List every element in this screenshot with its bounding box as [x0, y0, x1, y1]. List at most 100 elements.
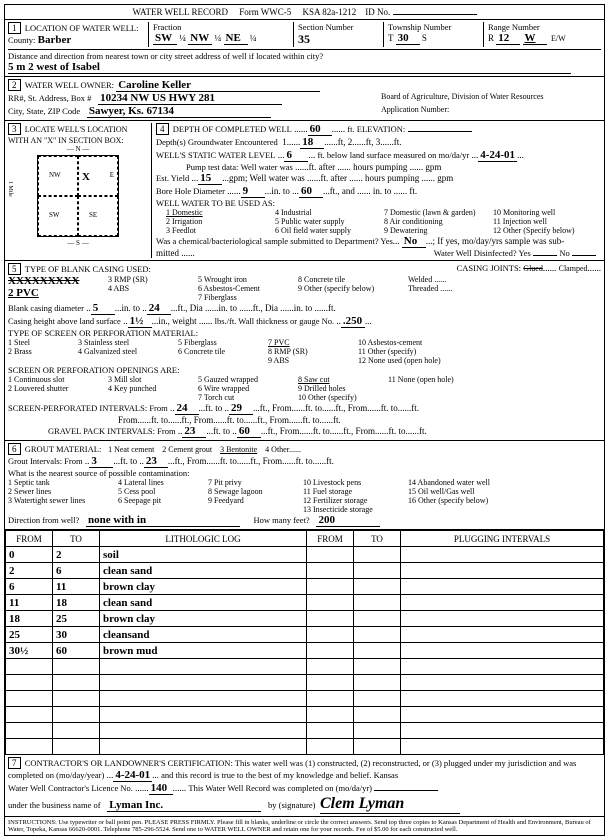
city-value[interactable]: Sawyer, Ks. 67134	[87, 105, 271, 118]
open-8-10[interactable]: 8 Saw cut9 Drilled holes10 Other (specif…	[298, 375, 388, 402]
depth-value[interactable]: 60	[308, 123, 332, 136]
completed-value[interactable]: 4-24-01	[113, 769, 152, 782]
table-cell[interactable]	[401, 675, 604, 691]
joint-glued[interactable]: Glued	[523, 264, 543, 273]
use-10[interactable]: 10 Monitoring well	[493, 208, 596, 217]
table-cell[interactable]: 2	[53, 547, 100, 563]
table-cell[interactable]: clean sand	[100, 595, 307, 611]
table-cell[interactable]	[6, 691, 53, 707]
table-cell[interactable]	[401, 723, 604, 739]
sig-value[interactable]: Clem Lyman	[320, 795, 460, 814]
header-id-field[interactable]	[393, 14, 477, 15]
table-cell[interactable]	[401, 563, 604, 579]
table-cell[interactable]	[6, 707, 53, 723]
table-cell[interactable]	[307, 675, 354, 691]
table-cell[interactable]: 11	[53, 579, 100, 595]
open-5-7[interactable]: 5 Gauzed wrapped6 Wire wrapped7 Torch cu…	[198, 375, 298, 402]
table-cell[interactable]	[307, 739, 354, 755]
range-dir[interactable]: W	[523, 32, 547, 45]
use-6[interactable]: 6 Oil field water supply	[275, 226, 378, 235]
perf-5-6[interactable]: 5 Fiberglass6 Concrete tile	[178, 338, 268, 365]
bus-value[interactable]: Lyman Inc.	[107, 799, 261, 812]
addr-value[interactable]: 10234 NW US HWY 281	[98, 92, 282, 105]
table-cell[interactable]	[100, 659, 307, 675]
table-cell[interactable]: 2	[6, 563, 53, 579]
table-cell[interactable]: brown clay	[100, 579, 307, 595]
table-cell[interactable]	[53, 691, 100, 707]
pvc-sel[interactable]: 2 PVC	[8, 287, 39, 299]
grout-opts[interactable]: 1 Neat cement 2 Cement grout 3 Bentonite…	[108, 445, 301, 454]
ch-value[interactable]: 1½	[128, 315, 152, 328]
table-cell[interactable]: 30½	[6, 643, 53, 659]
section-value[interactable]: 35	[298, 32, 310, 46]
owner-name[interactable]: Caroline Keller	[116, 79, 320, 92]
casing-opt-5-7[interactable]: 5 Wrought iron6 Asbestos-Cement7 Fibergl…	[198, 275, 298, 302]
table-cell[interactable]	[53, 739, 100, 755]
table-cell[interactable]	[307, 611, 354, 627]
table-cell[interactable]	[100, 723, 307, 739]
table-cell[interactable]	[354, 547, 401, 563]
range-value[interactable]: 12	[496, 32, 520, 45]
table-cell[interactable]	[6, 659, 53, 675]
table-cell[interactable]	[6, 675, 53, 691]
table-cell[interactable]: brown mud	[100, 643, 307, 659]
open-1-2[interactable]: 1 Continuous slot2 Louvered shutter	[8, 375, 108, 402]
table-cell[interactable]	[307, 691, 354, 707]
frac2[interactable]: NW	[188, 32, 212, 45]
table-cell[interactable]	[354, 563, 401, 579]
use-1[interactable]: 1 Domestic	[166, 208, 269, 217]
table-cell[interactable]: 6	[6, 579, 53, 595]
table-cell[interactable]	[6, 739, 53, 755]
table-cell[interactable]	[354, 579, 401, 595]
joint-clamped[interactable]: Clamped	[559, 264, 588, 273]
perf-3-4[interactable]: 3 Stainless steel4 Galvanized steel	[78, 338, 178, 365]
frac1[interactable]: SW	[153, 32, 177, 45]
table-cell[interactable]	[401, 547, 604, 563]
bact-no[interactable]: No	[402, 235, 426, 248]
table-cell[interactable]	[354, 707, 401, 723]
table-cell[interactable]	[401, 579, 604, 595]
use-9[interactable]: 9 Dewatering	[384, 226, 487, 235]
joint-welded-threaded[interactable]: Welded ......Threaded ......	[408, 275, 498, 302]
lic-value[interactable]: 140	[149, 782, 173, 795]
dir-value[interactable]: none with in	[86, 514, 240, 527]
perf-10-12[interactable]: 10 Asbestos-cement11 Other (specify)12 N…	[358, 338, 478, 365]
table-cell[interactable]	[401, 659, 604, 675]
table-cell[interactable]: soil	[100, 547, 307, 563]
elev-value[interactable]	[408, 131, 472, 132]
table-cell[interactable]: cleansand	[100, 627, 307, 643]
table-cell[interactable]	[354, 627, 401, 643]
table-cell[interactable]	[307, 707, 354, 723]
contam-10-13[interactable]: 10 Livestock pens11 Fuel storage12 Ferti…	[303, 478, 408, 514]
contam-1-3[interactable]: 1 Septic tank2 Sewer lines3 Watertight s…	[8, 478, 118, 514]
table-cell[interactable]	[401, 643, 604, 659]
gpi-to[interactable]: 60	[237, 425, 261, 438]
table-cell[interactable]	[354, 611, 401, 627]
table-cell[interactable]	[53, 723, 100, 739]
table-cell[interactable]	[53, 707, 100, 723]
use-11[interactable]: 11 Injection well	[493, 217, 596, 226]
table-cell[interactable]	[6, 723, 53, 739]
table-cell[interactable]: 30	[53, 627, 100, 643]
table-cell[interactable]	[401, 595, 604, 611]
swl-date[interactable]: 4-24-01	[478, 149, 517, 162]
perf-7-9[interactable]: 7 PVC8 RMP (SR)9 ABS	[268, 338, 358, 365]
table-cell[interactable]	[354, 675, 401, 691]
table-cell[interactable]	[307, 547, 354, 563]
table-cell[interactable]	[53, 675, 100, 691]
disinfect-yes[interactable]	[533, 255, 557, 256]
spi-to[interactable]: 29	[229, 402, 253, 415]
table-cell[interactable]	[354, 739, 401, 755]
table-cell[interactable]	[354, 595, 401, 611]
table-cell[interactable]: 6	[53, 563, 100, 579]
frac3[interactable]: NE	[224, 32, 248, 45]
casing-opt-8-9[interactable]: 8 Concrete tile9 Other (specify below)	[298, 275, 408, 302]
wall-value[interactable]: .250	[341, 315, 365, 328]
table-cell[interactable]: 25	[53, 611, 100, 627]
howmany-value[interactable]: 200	[316, 514, 380, 527]
use-4[interactable]: 4 Industrial	[275, 208, 378, 217]
table-cell[interactable]	[401, 691, 604, 707]
township-value[interactable]: 30	[396, 32, 420, 45]
bore-value[interactable]: 9	[241, 185, 265, 198]
rec-comp-date[interactable]	[374, 790, 438, 791]
